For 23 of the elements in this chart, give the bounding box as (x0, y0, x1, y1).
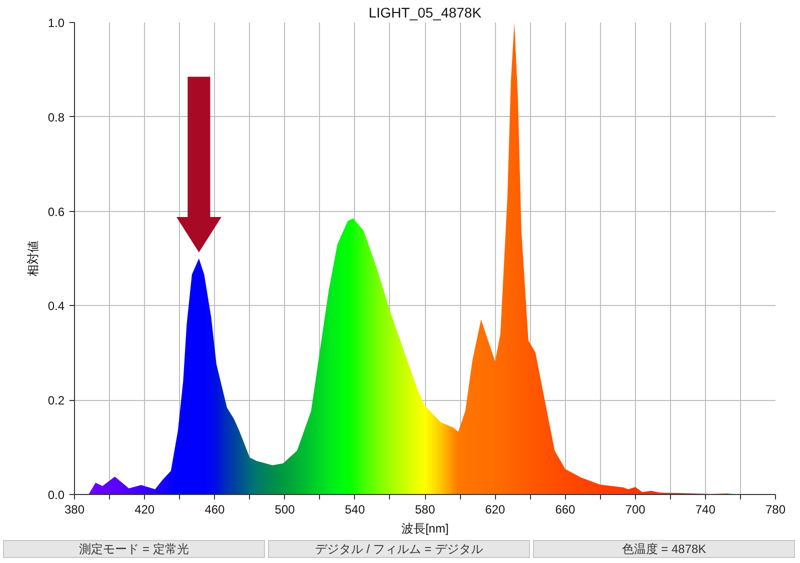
text: デジタル / フィルム = デジタル (315, 541, 483, 557)
x-tick-label: 540 (344, 502, 366, 516)
x-axis-title: 波長[nm] (401, 522, 449, 536)
y-tick-label: 0.0 (48, 488, 65, 502)
y-tick-label: 1.0 (48, 16, 65, 30)
x-tick-label: 420 (134, 502, 155, 516)
x-tick-label: 660 (555, 502, 576, 516)
text: 色温度 = 4878K (622, 541, 706, 557)
y-axis-title: 相対値 (26, 240, 40, 276)
x-tick-label: 500 (274, 502, 296, 516)
y-tick-label: 0.4 (48, 299, 65, 314)
x-tick-label: 380 (64, 502, 85, 516)
x-tick-label: 580 (414, 502, 436, 516)
y-tick-label: 0.2 (48, 394, 65, 408)
y-tick-label: 0.6 (48, 204, 65, 219)
text: 測定モード = 定常光 (79, 541, 189, 557)
x-tick-label: 700 (625, 502, 646, 516)
x-tick-label: 780 (765, 502, 786, 516)
y-tick-label: 0.8 (48, 110, 65, 124)
chart-title: LIGHT_05_4878K (368, 4, 482, 20)
x-tick-label: 740 (695, 502, 716, 516)
x-tick-label: 620 (485, 502, 506, 516)
x-tick-label: 460 (204, 502, 226, 516)
